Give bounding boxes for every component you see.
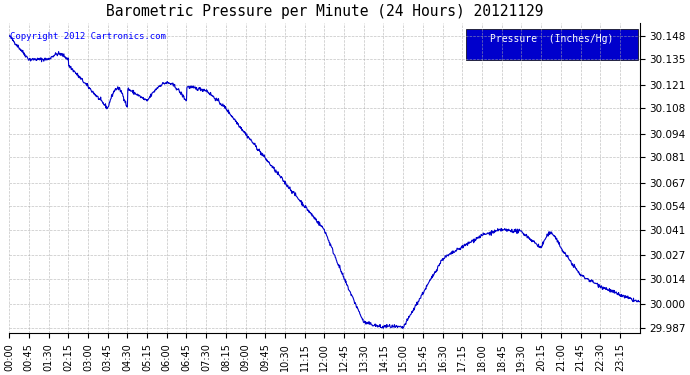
- Text: Pressure  (Inches/Hg): Pressure (Inches/Hg): [491, 34, 613, 44]
- FancyBboxPatch shape: [466, 29, 638, 60]
- Text: Copyright 2012 Cartronics.com: Copyright 2012 Cartronics.com: [10, 32, 166, 41]
- Title: Barometric Pressure per Minute (24 Hours) 20121129: Barometric Pressure per Minute (24 Hours…: [106, 4, 543, 19]
